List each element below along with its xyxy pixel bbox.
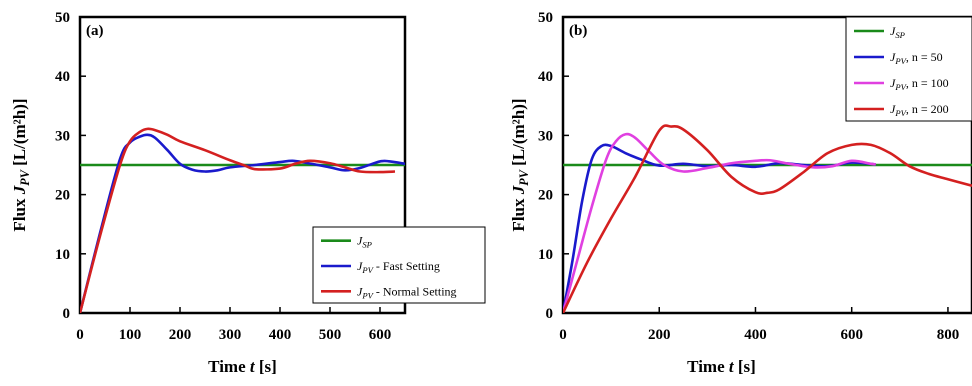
y-axis-title: Flux JPV [L/(m²h)]: [509, 98, 531, 231]
x-tick-label: 800: [937, 327, 960, 343]
x-tick-label: 300: [219, 327, 242, 343]
series-line-3: [563, 124, 972, 313]
x-tick-label: 500: [319, 327, 342, 343]
legend-label: JPV, n = 100: [890, 76, 949, 92]
x-tick-label: 400: [269, 327, 292, 343]
legend-label: JSP: [890, 24, 906, 40]
x-tick-label: 600: [369, 327, 392, 343]
x-tick-label: 0: [76, 327, 84, 343]
panel-label: (a): [86, 23, 104, 39]
y-tick-label: 0: [63, 306, 71, 322]
panel-label: (b): [569, 23, 587, 39]
x-axis-title: Time t [s]: [208, 357, 277, 376]
y-tick-label: 20: [538, 188, 553, 204]
y-tick-label: 10: [55, 247, 70, 263]
y-tick-label: 20: [55, 188, 70, 204]
y-tick-label: 30: [538, 128, 553, 144]
y-tick-label: 10: [538, 247, 553, 263]
series-line-1: [80, 133, 405, 313]
x-tick-label: 600: [840, 327, 863, 343]
panel-b: 0 10 20 30 40 50 0 200 400 600 800 Time t [s] Flux J…: [509, 10, 972, 376]
legend-label: JPV, n = 50: [890, 50, 943, 66]
y-axis-title: Flux JPV [L/(m²h)]: [10, 98, 32, 231]
legend-label: JPV - Normal Setting: [357, 284, 457, 300]
y-tick-label: 50: [538, 10, 553, 26]
y-tick-label: 0: [546, 306, 554, 322]
legend-box: [845, 16, 972, 122]
y-tick-label: 30: [55, 128, 70, 144]
legend-label: JPV - Fast Setting: [357, 259, 440, 275]
y-tick-label: 40: [55, 69, 70, 85]
series-line-1: [563, 143, 876, 313]
x-axis-title: Time t [s]: [687, 357, 756, 376]
series-line-2: [563, 132, 876, 313]
y-tick-label: 50: [55, 10, 70, 26]
x-tick-label: 100: [119, 327, 142, 343]
y-tick-label: 40: [538, 69, 553, 85]
legend-label: JSP: [357, 234, 373, 250]
x-tick-label: 200: [169, 327, 192, 343]
series-line-2: [80, 127, 396, 313]
x-tick-label: 400: [744, 327, 767, 343]
x-tick-label: 200: [648, 327, 671, 343]
legend-label: JPV, n = 200: [890, 102, 949, 118]
x-tick-label: 0: [559, 327, 567, 343]
